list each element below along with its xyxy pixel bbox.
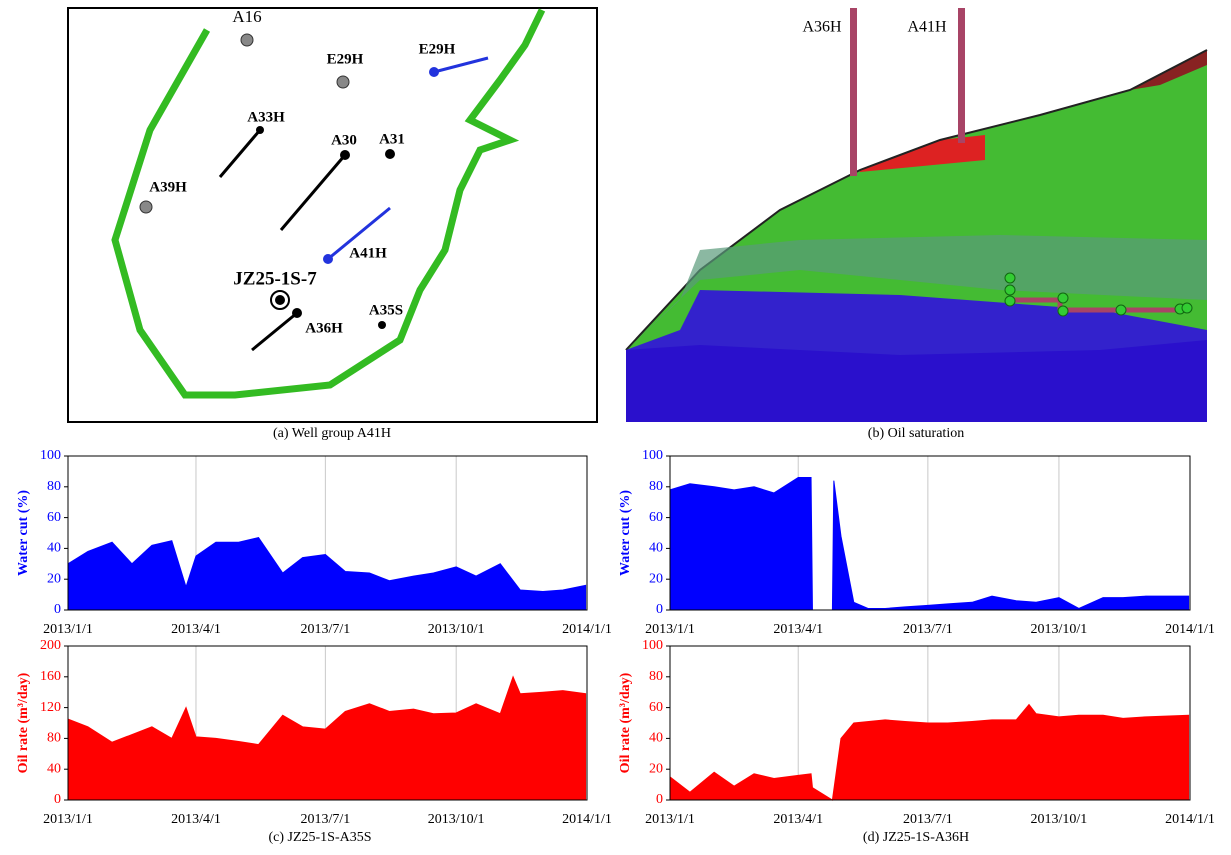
plot-frame	[669, 645, 1191, 801]
y-tick-label: 20	[649, 761, 663, 776]
x-tick-label: 2013/4/1	[171, 812, 221, 827]
well-label: A36H	[305, 320, 343, 336]
well-label: A36H	[802, 19, 842, 36]
x-tick-label: 2013/1/1	[43, 622, 93, 637]
well-label: JZ25-1S-7	[233, 268, 317, 289]
plot-frame	[669, 455, 1191, 611]
y-tick-label: 20	[47, 571, 61, 586]
y-tick-label: 100	[642, 638, 663, 653]
y-tick-label: 100	[642, 448, 663, 463]
x-tick-label: 2013/4/1	[171, 622, 221, 637]
plot-frame	[67, 645, 588, 801]
well-label: A30	[331, 132, 357, 148]
well-label: A33H	[247, 109, 285, 125]
area	[67, 675, 587, 801]
y-tick-label: 0	[656, 792, 663, 807]
y-tick-label: 60	[649, 510, 663, 525]
well-label: A16	[232, 7, 261, 26]
y-axis-title: Oil rate (m³/day)	[618, 672, 633, 773]
x-tick-label: 2013/7/1	[300, 812, 350, 827]
x-tick-label: 2013/7/1	[903, 622, 953, 637]
boundary	[111, 8, 546, 399]
y-tick-label: 60	[649, 700, 663, 715]
caption: (a) Well group A41H	[273, 426, 391, 441]
y-tick-label: 60	[47, 510, 61, 525]
plot-frame	[67, 455, 588, 611]
saturation-view	[625, 8, 1208, 422]
x-tick-label: 2013/1/1	[43, 812, 93, 827]
y-tick-label: 0	[54, 602, 61, 617]
y-tick-label: 40	[649, 731, 663, 746]
x-tick-label: 2013/10/1	[428, 622, 485, 637]
area	[67, 537, 587, 611]
well-label: E29H	[327, 51, 364, 67]
y-tick-label: 160	[40, 669, 61, 684]
y-tick-label: 0	[656, 602, 663, 617]
y-tick-label: 40	[649, 541, 663, 556]
x-tick-label: 2013/4/1	[773, 622, 823, 637]
area	[669, 477, 1190, 611]
map-frame	[67, 7, 598, 423]
x-tick-label: 2013/10/1	[1031, 622, 1088, 637]
area	[669, 703, 1190, 801]
x-tick-label: 2014/1/1	[562, 622, 612, 637]
y-tick-label: 20	[649, 571, 663, 586]
caption: (b) Oil saturation	[868, 426, 964, 441]
x-tick-label: 2014/1/1	[562, 812, 612, 827]
y-tick-label: 200	[40, 638, 61, 653]
y-tick-label: 120	[40, 700, 61, 715]
caption: (d) JZ25-1S-A36H	[863, 830, 969, 845]
well-label: A35S	[369, 302, 403, 318]
y-axis-title: Water cut (%)	[16, 490, 31, 576]
well-label: A41H	[349, 245, 387, 261]
y-tick-label: 80	[649, 669, 663, 684]
y-tick-label: 100	[40, 448, 61, 463]
x-tick-label: 2013/1/1	[645, 812, 695, 827]
x-tick-label: 2013/10/1	[428, 812, 485, 827]
y-axis-title: Water cut (%)	[618, 490, 633, 576]
well-label: A31	[379, 131, 405, 147]
y-tick-label: 40	[47, 541, 61, 556]
y-axis-title: Oil rate (m³/day)	[16, 672, 31, 773]
y-tick-label: 80	[47, 479, 61, 494]
y-tick-label: 40	[47, 761, 61, 776]
y-tick-label: 80	[47, 731, 61, 746]
x-tick-label: 2014/1/1	[1165, 622, 1215, 637]
y-tick-label: 80	[649, 479, 663, 494]
well-label: A41H	[907, 19, 947, 36]
x-tick-label: 2014/1/1	[1165, 812, 1215, 827]
x-tick-label: 2013/7/1	[903, 812, 953, 827]
x-tick-label: 2013/4/1	[773, 812, 823, 827]
x-tick-label: 2013/1/1	[645, 622, 695, 637]
well-label: E29H	[419, 41, 456, 57]
well-label: A39H	[149, 179, 187, 195]
caption: (c) JZ25-1S-A35S	[268, 830, 371, 845]
x-tick-label: 2013/10/1	[1031, 812, 1088, 827]
x-tick-label: 2013/7/1	[300, 622, 350, 637]
wells	[139, 33, 489, 352]
y-tick-label: 0	[54, 792, 61, 807]
